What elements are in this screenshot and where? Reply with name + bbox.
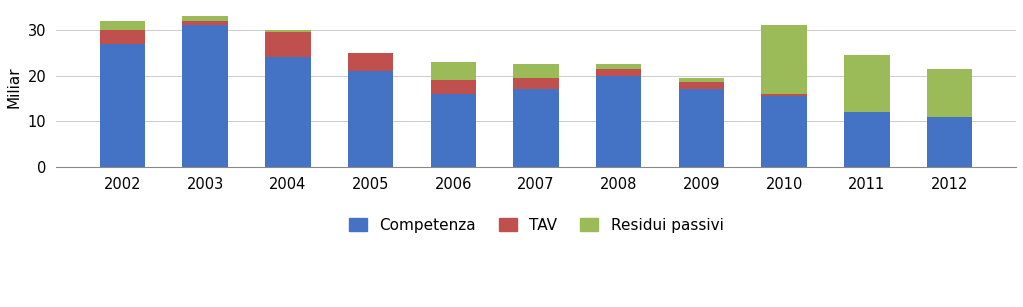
Bar	[596, 69, 641, 76]
Y-axis label: Miliar: Miliar	[7, 66, 21, 108]
Bar	[265, 57, 311, 167]
Bar	[514, 78, 559, 89]
Bar	[927, 117, 973, 167]
Bar	[431, 94, 476, 167]
Bar	[182, 21, 228, 25]
Bar	[99, 21, 145, 30]
Bar	[761, 94, 807, 96]
Bar	[265, 30, 311, 32]
Bar	[844, 55, 890, 112]
Bar	[761, 25, 807, 94]
Bar	[844, 112, 890, 167]
Bar	[596, 76, 641, 167]
Bar	[265, 32, 311, 57]
Bar	[678, 83, 724, 89]
Bar	[678, 89, 724, 167]
Bar	[431, 62, 476, 80]
Bar	[348, 71, 393, 167]
Bar	[927, 69, 973, 117]
Bar	[99, 30, 145, 44]
Bar	[596, 64, 641, 69]
Bar	[182, 16, 228, 21]
Bar	[514, 89, 559, 167]
Bar	[678, 78, 724, 83]
Bar	[182, 25, 228, 167]
Bar	[514, 64, 559, 78]
Bar	[431, 80, 476, 94]
Bar	[348, 53, 393, 71]
Bar	[761, 96, 807, 167]
Bar	[99, 44, 145, 167]
Legend: Competenza, TAV, Residui passivi: Competenza, TAV, Residui passivi	[341, 210, 731, 240]
